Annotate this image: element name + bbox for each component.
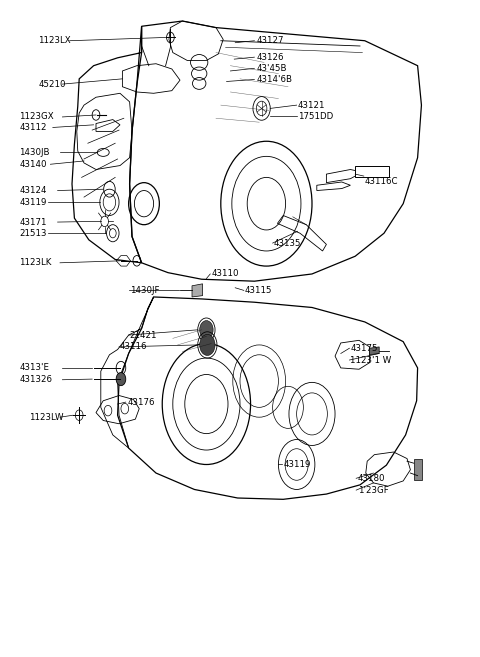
Text: 431326: 431326 bbox=[19, 375, 52, 384]
Text: 1123LX: 1123LX bbox=[38, 36, 71, 45]
Text: 43176: 43176 bbox=[127, 397, 155, 407]
Text: 43110: 43110 bbox=[211, 269, 239, 279]
Text: 43140: 43140 bbox=[19, 160, 47, 169]
Text: 43175: 43175 bbox=[350, 344, 378, 353]
Text: 43119: 43119 bbox=[19, 198, 47, 207]
Text: 43116C: 43116C bbox=[365, 177, 398, 187]
Text: 43126: 43126 bbox=[257, 53, 284, 62]
Text: 43127: 43127 bbox=[257, 36, 284, 45]
Polygon shape bbox=[355, 166, 389, 177]
Circle shape bbox=[116, 373, 126, 386]
Text: 1123GX: 1123GX bbox=[19, 112, 54, 122]
Text: 21421: 21421 bbox=[130, 330, 157, 340]
Circle shape bbox=[200, 334, 215, 355]
Polygon shape bbox=[414, 459, 422, 480]
Polygon shape bbox=[370, 347, 379, 355]
Text: 1430JF: 1430JF bbox=[130, 286, 159, 295]
Text: 43124: 43124 bbox=[19, 186, 47, 195]
Text: 4313'E: 4313'E bbox=[19, 363, 49, 373]
Text: 1'23GF: 1'23GF bbox=[358, 486, 388, 495]
Text: 1430JB: 1430JB bbox=[19, 148, 50, 157]
Text: 1123LW: 1123LW bbox=[29, 413, 63, 422]
Circle shape bbox=[200, 321, 213, 339]
Text: 45210: 45210 bbox=[38, 79, 66, 89]
Polygon shape bbox=[192, 284, 203, 297]
Text: 1123'1 W: 1123'1 W bbox=[350, 355, 392, 365]
Text: 43116: 43116 bbox=[120, 342, 147, 351]
Text: 43119: 43119 bbox=[283, 460, 311, 469]
Text: 43'45B: 43'45B bbox=[257, 64, 288, 73]
Text: 43115: 43115 bbox=[245, 286, 272, 295]
Text: 43180: 43180 bbox=[358, 474, 385, 483]
Text: 43121: 43121 bbox=[298, 101, 325, 110]
Text: 1751DD: 1751DD bbox=[298, 112, 333, 121]
Text: 4314'6B: 4314'6B bbox=[257, 75, 293, 84]
Text: 1123LK: 1123LK bbox=[19, 258, 51, 267]
Text: 43112: 43112 bbox=[19, 123, 47, 132]
Text: 43171: 43171 bbox=[19, 217, 47, 227]
Text: 21513: 21513 bbox=[19, 229, 47, 238]
Text: 43135: 43135 bbox=[274, 238, 301, 248]
